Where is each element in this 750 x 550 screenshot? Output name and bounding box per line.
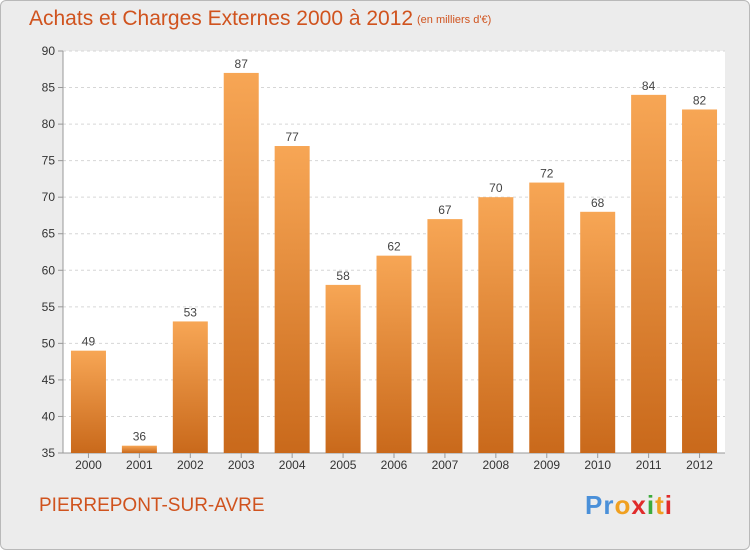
bar-value-label: 77 [285, 130, 299, 144]
bar [172, 321, 208, 453]
commune-name: PIERREPONT-SUR-AVRE [39, 495, 265, 516]
logo-letter: i [664, 490, 673, 520]
x-tick-label: 2008 [482, 458, 509, 472]
chart-title: Achats et Charges Externes 2000 à 2012 [29, 7, 414, 30]
x-tick-label: 2007 [432, 458, 459, 472]
x-tick-label: 2003 [228, 458, 255, 472]
logo-letter: o [614, 490, 632, 520]
y-tick-label: 90 [42, 44, 56, 58]
x-tick-label: 2000 [75, 458, 102, 472]
bar-value-label: 72 [540, 167, 554, 181]
y-tick-label: 40 [42, 409, 56, 423]
x-tick-label: 2004 [279, 458, 306, 472]
bar-value-label: 36 [133, 430, 147, 444]
y-tick-label: 85 [42, 81, 56, 95]
bar [223, 72, 259, 453]
logo-letter: x [631, 490, 647, 520]
bar-value-label: 67 [438, 203, 452, 217]
bar [70, 350, 106, 453]
y-tick-label: 80 [42, 117, 56, 131]
y-tick-label: 45 [42, 373, 56, 387]
bar-value-label: 62 [387, 240, 401, 254]
x-tick-label: 2009 [533, 458, 560, 472]
bar [274, 146, 310, 453]
bar-value-label: 58 [336, 269, 350, 283]
logo-letter: i [646, 490, 656, 520]
bar [427, 219, 463, 453]
bar [682, 109, 718, 454]
bar-value-label: 68 [591, 196, 605, 210]
bar [631, 94, 667, 453]
chart-subtitle: (en milliers d'€) [417, 14, 492, 26]
bar-value-label: 84 [642, 79, 656, 93]
y-tick-label: 50 [42, 336, 56, 350]
bar [580, 211, 616, 453]
y-tick-label: 75 [42, 154, 56, 168]
x-tick-label: 2001 [126, 458, 153, 472]
y-tick-label: 70 [42, 190, 56, 204]
bar-value-label: 53 [184, 305, 198, 319]
x-tick-label: 2012 [686, 458, 713, 472]
x-tick-label: 2005 [330, 458, 357, 472]
bar-layer: 49 36 53 87 77 58 62 67 70 72 68 84 82 [70, 57, 718, 454]
bar-value-label: 49 [82, 335, 96, 349]
logo-letter: P [585, 490, 604, 520]
bar [478, 197, 514, 453]
x-tick-layer: 2000 2001 2002 2003 2004 2005 2006 2007 2008 2009… [75, 453, 713, 472]
x-tick-label: 2011 [636, 458, 662, 472]
y-tick-label: 60 [42, 263, 56, 277]
x-tick-label: 2010 [584, 458, 611, 472]
bar-value-label: 70 [489, 181, 503, 195]
y-tick-layer: 35 40 45 50 55 60 65 70 75 80 85 90 [42, 44, 63, 460]
bar [376, 255, 412, 453]
y-tick-label: 65 [42, 227, 56, 241]
y-tick-label: 35 [42, 446, 56, 460]
x-tick-label: 2002 [177, 458, 204, 472]
logo-letter: r [603, 490, 615, 520]
logo-letter: t [655, 490, 665, 520]
bar-value-label: 82 [693, 93, 707, 107]
proxiti-logo: Proxiti [585, 490, 673, 521]
bar [325, 284, 361, 453]
bar [529, 182, 565, 453]
y-tick-label: 55 [42, 300, 56, 314]
bar [121, 445, 157, 453]
bar-value-label: 87 [235, 57, 249, 71]
x-tick-label: 2006 [381, 458, 408, 472]
